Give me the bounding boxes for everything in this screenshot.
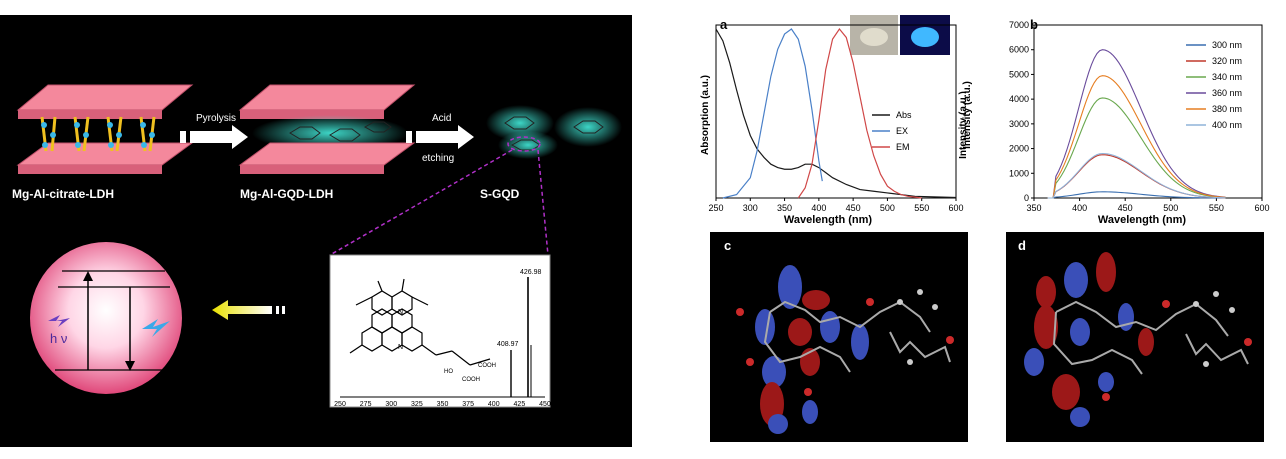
ldh2-label: Mg-Al-GQD-LDH — [240, 187, 333, 201]
panel-d-letter: d — [1018, 238, 1026, 253]
molecule-orbital-c — [736, 265, 954, 434]
synthesis-scheme-panel: Mg-Al-citrate-LDH Pyrolysis Mg-Al-GQD-LD… — [0, 15, 632, 447]
ms-tick-300: 300 — [385, 401, 397, 408]
ms-tick-450: 450 — [539, 401, 551, 408]
ms-peak2-label: 426.98 — [520, 269, 542, 276]
b-xtick-350: 350 — [1026, 203, 1041, 213]
b-xlabel: Wavelength (nm) — [1098, 214, 1187, 226]
b-ytick-4000: 4000 — [1009, 94, 1029, 104]
ldh-stack-2 — [238, 84, 416, 174]
a-tick-350: 350 — [777, 203, 792, 213]
yellow-arrow — [212, 300, 285, 320]
a-tick-400: 400 — [811, 203, 826, 213]
acid-label: Acid — [432, 113, 451, 124]
struct-n1: N — [398, 309, 403, 316]
molecule-structure — [349, 278, 491, 366]
etching-label: etching — [422, 153, 454, 164]
ms-peak1-label: 408.97 — [497, 341, 519, 348]
b-ytick-6000: 6000 — [1009, 45, 1029, 55]
ms-tick-325: 325 — [411, 401, 423, 408]
b-legend-340-nm: 340 nm — [1212, 72, 1242, 82]
sgqd-label: S-GQD — [480, 187, 520, 201]
b-ytick-1000: 1000 — [1009, 168, 1029, 178]
a-xlabel: Wavelength (nm) — [784, 214, 873, 226]
b-plot-frame — [1033, 24, 1263, 199]
b-ylabel: Intensity (a.u.) — [962, 81, 973, 149]
panel-c-letter: c — [724, 238, 731, 253]
b-ytick-5000: 5000 — [1009, 69, 1029, 79]
a-tick-600: 600 — [948, 203, 963, 213]
ms-tick-400: 400 — [488, 401, 500, 408]
b-xtick-550: 550 — [1209, 203, 1224, 213]
a-tick-500: 500 — [880, 203, 895, 213]
struct-ho: HO — [444, 369, 453, 375]
a-legend-abs: Abs — [896, 110, 912, 120]
fluorescent-sample-icon — [911, 27, 939, 47]
ldh-stack-1 — [16, 84, 194, 174]
b-series-340-nm — [1047, 97, 1226, 199]
molecule-orbital-d — [1024, 252, 1252, 427]
orbital-panel-d: d — [1006, 232, 1264, 442]
a-legend-ex: EX — [896, 126, 908, 136]
zoom-connector — [329, 136, 549, 256]
b-series-300-nm — [1047, 191, 1226, 199]
chart-a: a 250 300 350 400 450 500 550 600 Abs EX EM Wavele… — [700, 15, 969, 227]
ms-tick-350: 350 — [437, 401, 449, 408]
pyrolysis-arrow — [180, 125, 248, 149]
ms-tick-425: 425 — [514, 401, 526, 408]
a-plot-frame — [715, 24, 957, 199]
powder-sample-icon — [860, 28, 888, 46]
sgqd-dots — [486, 105, 622, 159]
struct-cooh1: COOH — [478, 363, 496, 369]
struct-n2: N — [398, 344, 403, 351]
ms-tick-250: 250 — [334, 401, 346, 408]
energy-level-sphere — [30, 242, 182, 394]
a-y2label: Intensity (a.u.) — [958, 91, 966, 159]
a-tick-550: 550 — [914, 203, 929, 213]
ms-tick-labels: 250 275 300 325 350 375 400 425 450 — [334, 401, 551, 408]
orbital-panel-c: c — [710, 232, 968, 442]
b-xtick-450: 450 — [1118, 203, 1133, 213]
b-xtick-400: 400 — [1072, 203, 1087, 213]
b-series-380-nm — [1047, 75, 1226, 199]
acid-etching-arrow — [406, 125, 474, 149]
b-legend-400-nm: 400 nm — [1212, 120, 1242, 130]
a-legend-em: EM — [896, 142, 910, 152]
a-series-abs — [715, 28, 957, 199]
a-series-ex — [722, 28, 823, 199]
b-ytick-7000: 7000 — [1009, 20, 1029, 30]
ldh1-label: Mg-Al-citrate-LDH — [12, 187, 114, 201]
b-legend-320-nm: 320 nm — [1212, 56, 1242, 66]
b-legend-300-nm: 300 nm — [1212, 40, 1242, 50]
a-tick-300: 300 — [743, 203, 758, 213]
b-xtick-500: 500 — [1163, 203, 1178, 213]
ms-tick-275: 275 — [360, 401, 372, 408]
a-tick-450: 450 — [846, 203, 861, 213]
a-tick-250: 250 — [708, 203, 723, 213]
photon-label: h ν — [50, 331, 67, 346]
b-ytick-2000: 2000 — [1009, 144, 1029, 154]
a-ylabel: Absorption (a.u.) — [700, 75, 711, 155]
mass-spectrum-box: N N HO COOH COOH 408.97 426.98 250 275 300… — [329, 254, 551, 408]
b-ytick-3000: 3000 — [1009, 119, 1029, 129]
b-ytick-0: 0 — [1024, 193, 1029, 203]
ms-tick-375: 375 — [462, 401, 474, 408]
b-legend-380-nm: 380 nm — [1212, 104, 1242, 114]
b-series-400-nm — [1047, 152, 1226, 199]
b-legend-360-nm: 360 nm — [1212, 88, 1242, 98]
struct-cooh2: COOH — [462, 377, 480, 383]
photon-out-icon — [142, 319, 170, 337]
b-series-360-nm — [1047, 49, 1226, 199]
photon-in-icon — [48, 315, 70, 327]
pyrolysis-label: Pyrolysis — [196, 113, 236, 124]
a-series-em — [797, 27, 922, 199]
b-xtick-600: 600 — [1254, 203, 1269, 213]
chart-b: b 35040045050055060001000200030004000500… — [962, 15, 1282, 227]
